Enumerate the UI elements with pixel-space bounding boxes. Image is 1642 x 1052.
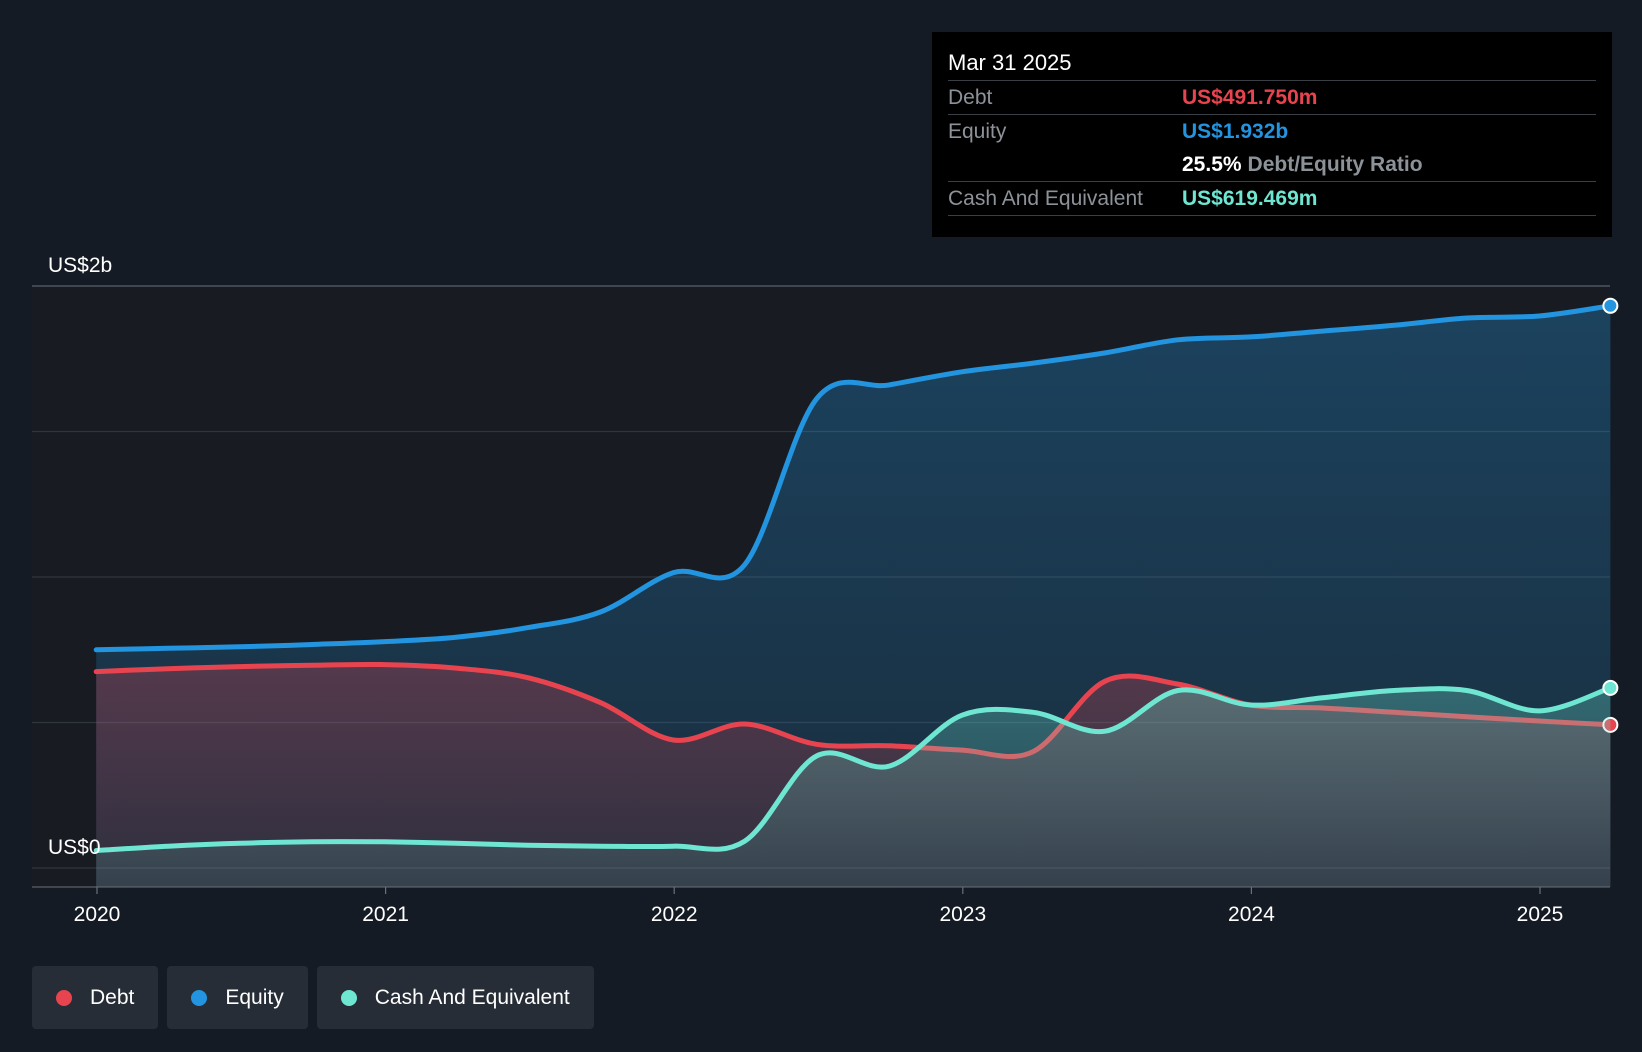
- equity-dot-icon: [191, 989, 208, 1006]
- y-tick-label: US$0: [48, 836, 101, 859]
- legend-item-debt[interactable]: Debt: [32, 966, 159, 1029]
- series-layer: [93, 297, 1619, 887]
- cash-point: [1602, 679, 1619, 696]
- tooltip-equity-row: Equity US$1.932b: [948, 115, 1596, 148]
- tooltip-equity-value: US$1.932b: [1182, 120, 1289, 143]
- cash-dot-icon: [340, 989, 357, 1006]
- legend-item-equity[interactable]: Equity: [167, 966, 308, 1029]
- tooltip-debt-row: Debt US$491.750m: [948, 81, 1596, 115]
- x-tick-label: 2023: [939, 903, 986, 926]
- data-tooltip: Mar 31 2025 Debt US$491.750m Equity US$1…: [932, 32, 1612, 237]
- tooltip-cash-value: US$619.469m: [1182, 187, 1318, 210]
- x-tick-label: 2020: [74, 903, 121, 926]
- tooltip-equity-label: Equity: [948, 120, 1007, 143]
- tooltip-date: Mar 31 2025: [948, 46, 1596, 81]
- legend-item-cash[interactable]: Cash And Equivalent: [316, 966, 594, 1029]
- debt-dot-icon: [56, 989, 72, 1006]
- y-tick-label: US$2b: [48, 254, 112, 277]
- tooltip-ratio-value: 25.5%: [1182, 153, 1242, 176]
- tooltip-debt-label: Debt: [948, 86, 993, 109]
- equity-line: [93, 303, 1613, 653]
- legend-debt-label: Debt: [90, 985, 135, 1009]
- axis-layer: 2020 2021 2022 2023 2024 2025 US$0 US$2b: [32, 254, 1610, 926]
- chart-legend: Debt Equity Cash And Equivalent: [32, 966, 594, 1029]
- equity-point: [1602, 297, 1619, 314]
- tooltip-debt-value: US$491.750m: [1182, 86, 1318, 109]
- tooltip-cash-label: Cash And Equivalent: [948, 187, 1143, 210]
- legend-cash-label: Cash And Equivalent: [374, 985, 570, 1009]
- legend-equity-label: Equity: [225, 985, 284, 1009]
- x-tick-label: 2024: [1228, 903, 1275, 926]
- tooltip-cash-row: Cash And Equivalent US$619.469m: [948, 182, 1596, 216]
- tooltip-ratio-row: 25.5% Debt/Equity Ratio: [948, 148, 1596, 182]
- cash-line: [93, 685, 1613, 853]
- x-tick-label: 2025: [1517, 903, 1564, 926]
- x-tick-label: 2022: [651, 903, 698, 926]
- tooltip-ratio-label: Debt/Equity Ratio: [1247, 153, 1423, 176]
- cash-area: [96, 687, 1611, 887]
- x-tick-label: 2021: [362, 903, 409, 926]
